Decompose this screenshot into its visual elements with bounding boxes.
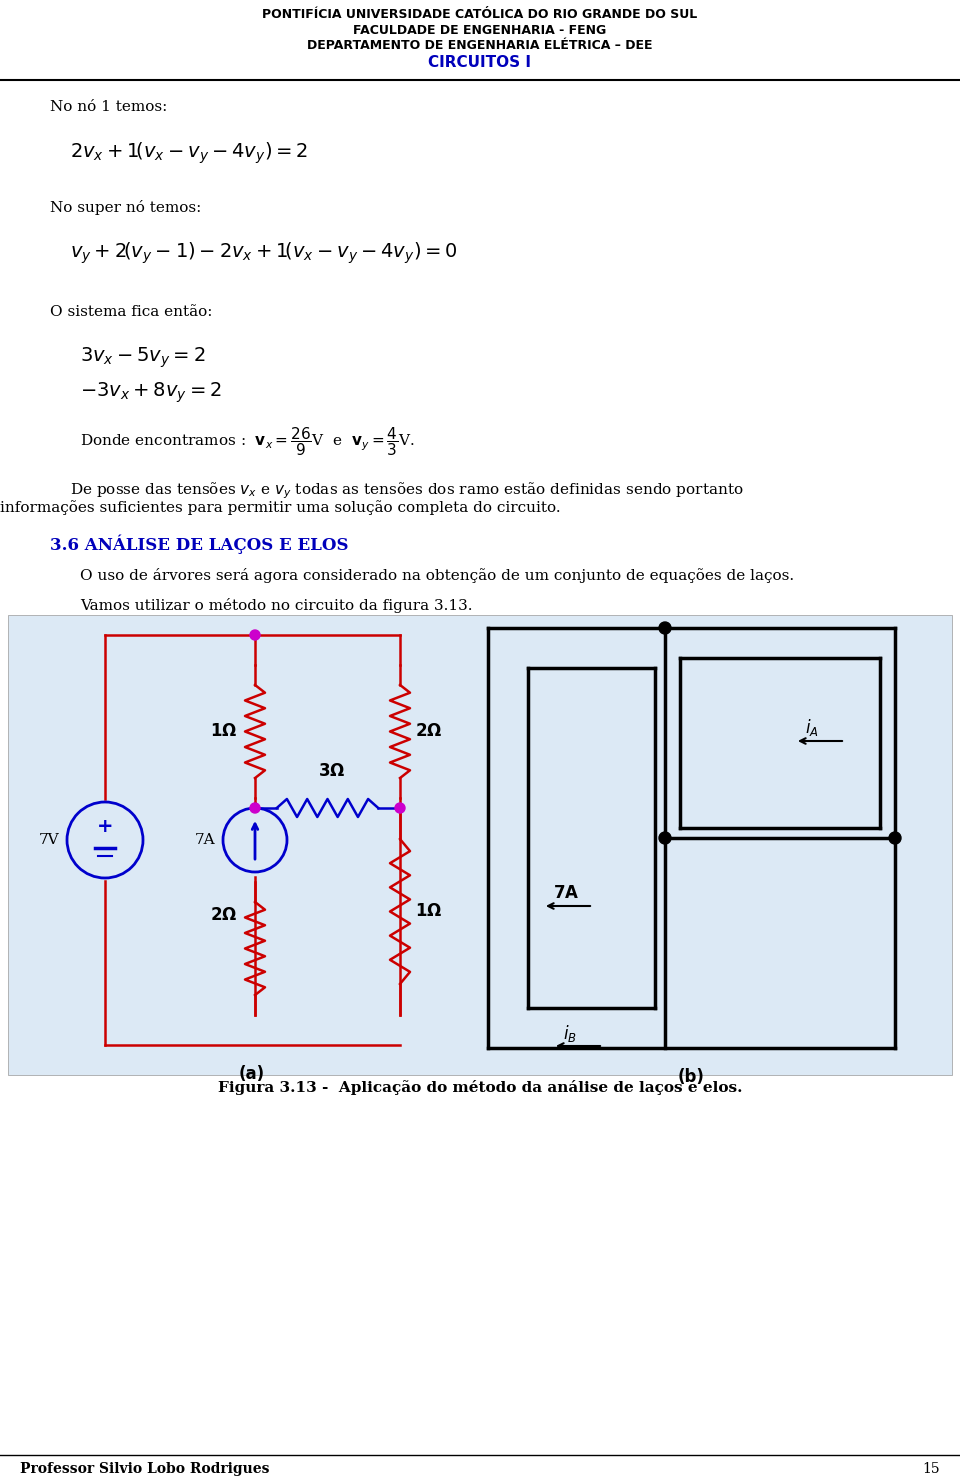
Text: Professor Silvio Lobo Rodrigues: Professor Silvio Lobo Rodrigues [20,1462,270,1476]
Text: $2v_x +1\!\left(v_x - v_y - 4v_y\right) = 2$: $2v_x +1\!\left(v_x - v_y - 4v_y\right) … [70,140,308,165]
Text: 7A: 7A [194,833,215,846]
Text: PONTIFÍCIA UNIVERSIDADE CATÓLICA DO RIO GRANDE DO SUL: PONTIFÍCIA UNIVERSIDADE CATÓLICA DO RIO … [262,7,698,21]
Text: Figura 3.13 -  Aplicação do método da análise de laços e elos.: Figura 3.13 - Aplicação do método da aná… [218,1080,742,1094]
Circle shape [659,832,671,843]
Circle shape [889,832,901,843]
Text: $\mathbf{1\Omega}$: $\mathbf{1\Omega}$ [415,902,443,920]
Text: Donde encontramos :  $\mathbf{v}_x = \dfrac{26}{9}$V  e  $\mathbf{v}_y = \dfrac{: Donde encontramos : $\mathbf{v}_x = \dfr… [80,425,415,458]
Text: 3.6 ANÁLISE DE LAÇOS E ELOS: 3.6 ANÁLISE DE LAÇOS E ELOS [50,535,348,554]
Text: $3v_x - 5v_y = 2$: $3v_x - 5v_y = 2$ [80,346,205,369]
Text: $\mathbf{2\Omega}$: $\mathbf{2\Omega}$ [415,722,443,740]
Text: $i_B$: $i_B$ [563,1022,577,1043]
Text: (b): (b) [678,1068,705,1086]
Text: FACULDADE DE ENGENHARIA - FENG: FACULDADE DE ENGENHARIA - FENG [353,24,607,37]
Text: 7V: 7V [38,833,59,846]
Text: (a): (a) [239,1065,265,1083]
Text: O uso de árvores será agora considerado na obtenção de um conjunto de equações d: O uso de árvores será agora considerado … [80,569,794,583]
Text: DEPARTAMENTO DE ENGENHARIA ELÉTRICA – DEE: DEPARTAMENTO DE ENGENHARIA ELÉTRICA – DE… [307,38,653,52]
Circle shape [250,631,260,640]
Text: O sistema fica então:: O sistema fica então: [50,304,212,319]
Text: 15: 15 [923,1462,940,1476]
Text: +: + [97,817,113,836]
Text: informações suficientes para permitir uma solução completa do circuito.: informações suficientes para permitir um… [0,501,561,515]
Circle shape [659,622,671,634]
Bar [8,614,952,1075]
Circle shape [395,803,405,812]
Text: $\mathbf{2\Omega}$: $\mathbf{2\Omega}$ [209,905,237,925]
Text: $\mathbf{1\Omega}$: $\mathbf{1\Omega}$ [209,722,237,740]
Text: $\mathbf{3\Omega}$: $\mathbf{3\Omega}$ [319,762,346,780]
Text: $v_y + 2\!\left(v_y - 1\right) - 2v_x + 1\!\left(v_x - v_y - 4v_y\right) = 0$: $v_y + 2\!\left(v_y - 1\right) - 2v_x + … [70,239,458,266]
Text: No super nó temos:: No super nó temos: [50,199,202,216]
Text: No nó 1 temos:: No nó 1 temos: [50,100,167,114]
Text: Vamos utilizar o método no circuito da figura 3.13.: Vamos utilizar o método no circuito da f… [80,598,472,613]
Circle shape [250,803,260,812]
Text: CIRCUITOS I: CIRCUITOS I [428,55,532,69]
Text: $i_A$: $i_A$ [805,718,819,738]
Text: $-3v_x + 8v_y = 2$: $-3v_x + 8v_y = 2$ [80,380,222,405]
Text: $\mathbf{7A}$: $\mathbf{7A}$ [553,885,579,902]
Text: De posse das tensões $v_x$ e $v_y$ todas as tensões dos ramo estão definidas sen: De posse das tensões $v_x$ e $v_y$ todas… [70,480,744,501]
